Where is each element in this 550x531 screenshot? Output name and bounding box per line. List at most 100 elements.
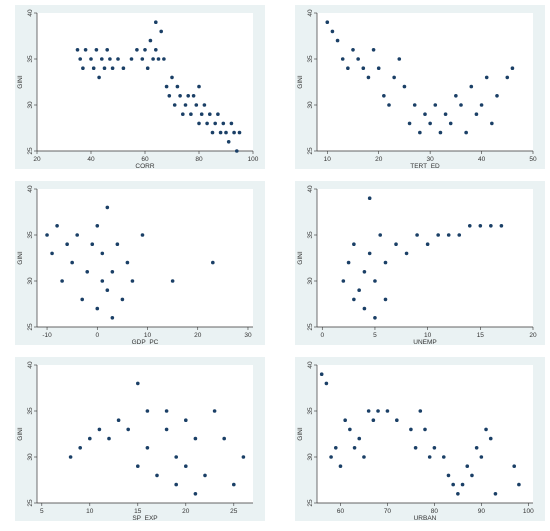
data-point [237,130,242,135]
data-point [110,270,115,274]
x-tick-label: 10 [86,508,94,515]
y-tick-label: 40 [307,185,314,193]
y-tick-label: 30 [307,453,314,461]
y-tick-label: 25 [307,147,314,155]
x-tick-label: 0 [95,332,99,339]
data-point [459,103,463,107]
x-tick-label: 40 [87,156,95,163]
data-point [383,297,388,302]
data-point [136,464,140,468]
data-point [335,38,340,43]
data-point [224,130,228,135]
data-point [474,112,479,116]
data-point [193,492,198,496]
y-axis-label: GINI [297,75,304,89]
data-point [484,75,489,80]
data-point [170,279,175,283]
data-point [125,260,130,265]
data-point [202,103,207,107]
data-point [413,446,418,450]
data-point [479,103,484,107]
chart-unemp: 0 5 10 15 20 25 30 35 40 UNEMP GINI [297,185,537,345]
plot-area [37,13,253,151]
data-point [456,492,460,496]
data-point [362,270,367,274]
x-tick-label: 70 [384,508,392,515]
data-point [517,482,521,487]
x-tick-label: 80 [431,508,439,515]
data-point [68,455,73,459]
data-point [229,121,234,126]
data-point [91,66,96,70]
data-point [474,446,479,450]
data-point [75,48,80,52]
data-point [211,260,215,265]
data-point [423,427,427,432]
data-point [97,75,101,80]
data-point [409,427,413,432]
data-point [80,297,85,302]
data-point [340,57,345,61]
data-point [425,242,430,246]
data-point [174,482,178,487]
data-point [154,48,158,52]
x-tick-label: 30 [427,156,435,163]
x-tick-label: 100 [248,156,259,163]
data-point [145,66,150,70]
data-point [105,205,110,210]
x-tick-label: 10 [324,156,332,163]
data-point [108,57,112,61]
data-point [100,251,105,256]
data-point [451,482,455,487]
data-point [60,279,64,283]
data-point [89,57,93,61]
data-point [330,29,335,34]
data-point [78,446,82,450]
data-point [78,57,82,61]
y-axis-label: GINI [17,427,24,441]
data-point [83,48,88,52]
data-point [367,196,372,200]
data-point [154,20,158,24]
y-tick-label: 25 [307,323,314,331]
data-point [183,103,188,107]
y-tick-label: 35 [27,231,34,239]
data-point [324,381,329,386]
data-point [145,409,150,413]
data-point [397,57,402,61]
data-point [116,418,121,422]
data-point [186,94,190,98]
x-axis-label: URBAN [414,515,437,521]
y-tick-label: 30 [27,101,34,109]
data-point [404,251,409,256]
data-point [222,436,226,441]
data-point [213,121,217,126]
chart-sp-exp: 5 10 15 20 25 25 30 35 40 SP_EXP GINI [17,361,253,521]
data-point [366,409,371,413]
chart-corr: 20 40 60 80 100 25 30 35 40 CORR GINI [17,9,259,169]
data-point [88,436,92,441]
x-axis-label: GDP_PC [132,339,159,345]
data-point [378,233,383,237]
data-point [110,66,115,70]
y-tick-label: 30 [27,453,34,461]
data-point [470,473,474,478]
data-point [479,455,484,459]
data-point [383,260,388,265]
data-point [95,224,100,228]
x-axis-label: SP_EXP [132,515,157,521]
data-point [235,149,239,153]
data-point [170,75,174,80]
data-point [371,48,376,52]
x-tick-label: 40 [478,156,486,163]
data-point [130,279,135,283]
data-point [212,409,217,413]
data-point [164,84,169,89]
data-point [216,112,220,116]
data-point [81,66,85,70]
data-point [193,436,198,441]
data-point [164,427,169,432]
data-point [441,455,446,459]
data-point [105,288,110,292]
data-point [346,66,350,70]
